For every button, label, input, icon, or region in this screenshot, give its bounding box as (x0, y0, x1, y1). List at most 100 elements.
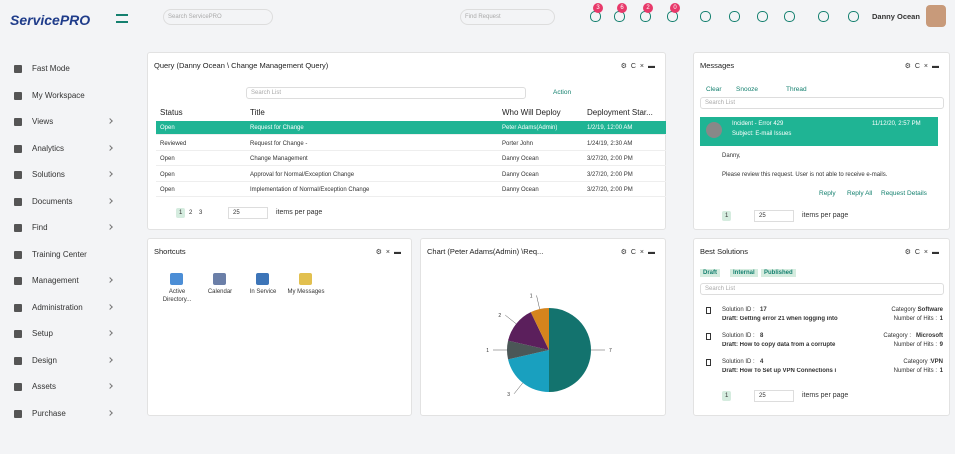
header-icon[interactable] (700, 11, 711, 22)
solution-tab[interactable]: Draft (700, 269, 721, 277)
shortcut-label[interactable]: Active Directory... (162, 289, 192, 303)
list-search[interactable]: Search List (700, 283, 944, 295)
shortcut-icon[interactable] (170, 273, 183, 285)
category: Microsoft (916, 333, 943, 339)
column-header[interactable]: Who Will Deploy (502, 108, 561, 117)
slice-label: 1 (486, 348, 489, 354)
page-number[interactable]: 1 (722, 211, 732, 221)
message-tool[interactable]: Snooze (736, 86, 759, 93)
page-size[interactable]: 25 (754, 210, 794, 222)
panel-tools[interactable]: ⚙C×▬ (904, 249, 943, 256)
header-icon[interactable] (757, 11, 768, 22)
nav-item[interactable]: Views (32, 117, 54, 126)
pie-slice (507, 340, 549, 360)
nav-item[interactable]: Training Center (32, 249, 87, 259)
nav-item[interactable]: Analytics (32, 143, 65, 153)
shortcut-label[interactable]: Calendar (207, 289, 233, 295)
header-icon[interactable] (729, 11, 740, 22)
table-row[interactable] (156, 121, 666, 135)
messages-panel: Messages ⚙C×▬ Clear Snooze Thread Search Lis… (693, 52, 950, 230)
query-panel: Query (Danny Ocean \ Change Management Q… (147, 52, 666, 230)
solution-title[interactable]: Draft: Getting error 21 when logging int… (722, 316, 838, 322)
incident-subject: Subject: E-mail Issues (732, 131, 792, 137)
nav-item[interactable]: Assets (32, 382, 57, 391)
avatar[interactable] (926, 5, 946, 27)
shortcut-label[interactable]: In Service (249, 289, 277, 295)
solution-tab[interactable]: Published (761, 269, 796, 277)
message-action[interactable]: Request Details (881, 190, 927, 197)
nav-item[interactable]: Find (32, 223, 48, 232)
solution-id: 8 (760, 333, 764, 339)
table-row[interactable] (156, 168, 666, 182)
action-button[interactable]: Action (553, 89, 572, 96)
panel-tools[interactable]: ⚙C×▬ (904, 63, 943, 70)
nav-item[interactable]: Setup (32, 329, 53, 338)
nav-item[interactable]: Documents (32, 196, 73, 206)
header-icon[interactable] (848, 11, 859, 22)
cell: Approval for Normal/Exception Change (250, 171, 355, 178)
nav-icon (14, 409, 22, 418)
shortcut-icon[interactable] (256, 273, 269, 285)
per-page-label: items per page (276, 209, 323, 216)
nav-item[interactable]: My Workspace (32, 90, 85, 100)
solution-id-label: Solution ID : (722, 333, 755, 339)
message-tool[interactable]: Clear (706, 86, 722, 93)
page-number[interactable]: 1 (722, 391, 732, 401)
solution-title[interactable]: Draft: How To Set up VPN Connections i (722, 368, 837, 374)
cell: Reviewed (160, 140, 187, 147)
nav-icon (14, 383, 22, 391)
nav-item[interactable]: Design (32, 355, 57, 365)
solution-tab[interactable]: Internal (730, 269, 758, 277)
column-header[interactable]: Deployment Star... (587, 108, 653, 117)
nav-item[interactable]: Administration (32, 302, 83, 312)
nav-icon (14, 91, 22, 100)
shortcuts-panel: Shortcuts ⚙×▬ Active Directory... Calendar… (147, 238, 412, 416)
menu-toggle[interactable] (116, 14, 128, 23)
solution-title[interactable]: Draft: How to copy data from a corrupte (722, 342, 836, 348)
hits-label: Number of Hits : (893, 368, 937, 374)
solution-icon (706, 307, 711, 314)
message-tool[interactable]: Thread (786, 86, 807, 93)
sender-avatar (706, 122, 722, 138)
selected-message[interactable] (700, 117, 938, 146)
list-search[interactable]: Search List (700, 97, 944, 109)
header-icon[interactable] (818, 11, 829, 22)
nav-icon (14, 65, 22, 73)
table-row[interactable] (156, 183, 666, 197)
panel-tools[interactable]: ⚙C×▬ (620, 63, 659, 70)
hits-label: Number of Hits : (893, 316, 937, 322)
page-number[interactable]: 3 (199, 210, 203, 216)
shortcut-icon[interactable] (213, 273, 226, 285)
column-header[interactable]: Status (160, 108, 183, 117)
search-placeholder: Search ServicePRO (168, 14, 222, 20)
page-number[interactable]: 1 (176, 208, 186, 218)
shortcut-label[interactable]: My Messages (287, 289, 325, 295)
panel-tools[interactable]: ⚙C×▬ (620, 249, 659, 256)
list-search[interactable]: Search List (246, 87, 526, 99)
find-request[interactable]: Find Request (460, 9, 555, 25)
cell: Implementation of Normal/Exception Chang… (250, 187, 370, 193)
page-size[interactable]: 25 (228, 207, 268, 219)
nav-item[interactable]: Management (32, 276, 79, 285)
table-row[interactable] (156, 152, 666, 166)
nav-item[interactable]: Purchase (32, 408, 66, 418)
cell: Danny Ocean (502, 156, 539, 162)
nav-item[interactable]: Fast Mode (32, 64, 70, 73)
table-row[interactable] (156, 137, 666, 151)
header-icon[interactable] (784, 11, 795, 22)
user-name[interactable]: Danny Ocean (872, 12, 920, 21)
page-size[interactable]: 25 (754, 390, 794, 402)
chevron (107, 197, 113, 204)
cell: Request for Change - (250, 140, 308, 147)
panel-tools[interactable]: ⚙×▬ (375, 249, 405, 256)
column-header[interactable]: Title (250, 108, 265, 117)
message-action[interactable]: Reply (819, 190, 836, 197)
nav-icon (14, 330, 22, 338)
shortcut-icon[interactable] (299, 273, 312, 285)
solution-icon (706, 359, 711, 366)
cell: Open (160, 125, 175, 131)
page-number[interactable]: 2 (189, 210, 193, 216)
nav-item[interactable]: Solutions (32, 170, 65, 179)
message-action[interactable]: Reply All (847, 190, 873, 197)
global-search[interactable]: Search ServicePRO (163, 9, 273, 25)
